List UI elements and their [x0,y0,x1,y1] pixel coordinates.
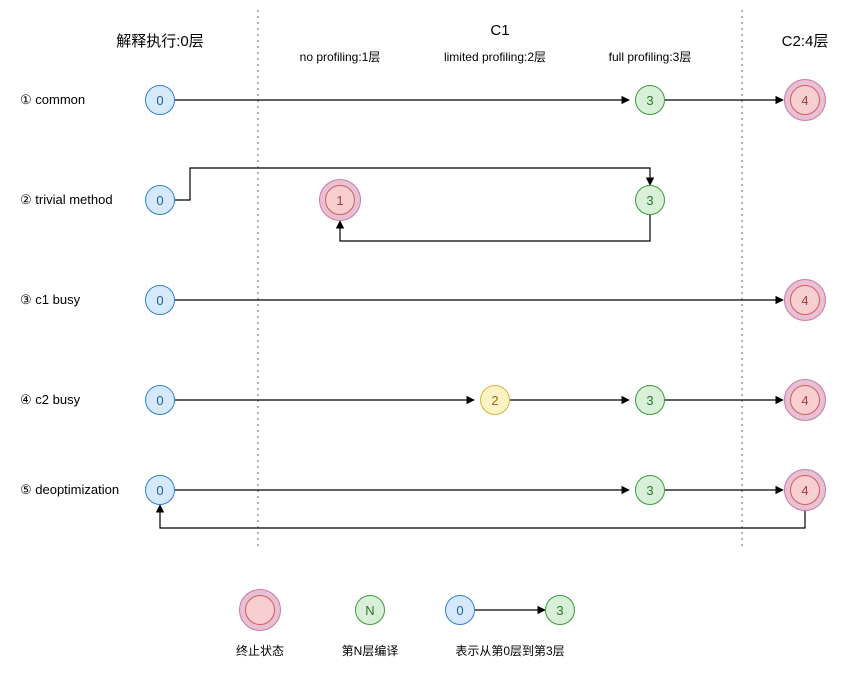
col-header-c1: C1 [490,22,509,39]
legend-terminal-label: 终止状态 [236,642,284,659]
node-r4n2: 2 [480,385,510,415]
edge [175,168,650,200]
diagram-canvas: 解释执行:0层 C1 no profiling:1层 limited profilin… [0,0,863,680]
node-r5n4: 4 [790,475,820,505]
node-r1n0: 0 [145,85,175,115]
node-r3n0: 0 [145,285,175,315]
node-r4n3: 3 [635,385,665,415]
row-label-deopt: ⑤ deoptimization [20,482,119,498]
legend-edge-label: 表示从第0层到第3层 [455,642,564,659]
node-r2n0: 0 [145,185,175,215]
row-label-trivial: ② trivial method [20,192,113,208]
legend-n-label: 第N层编译 [342,642,399,659]
node-r3n4: 4 [790,285,820,315]
row-label-c1busy: ③ c1 busy [20,292,80,308]
row-label-c2busy: ④ c2 busy [20,392,80,408]
node-r1n3: 3 [635,85,665,115]
col-subheader-full-profiling: full profiling:3层 [609,48,692,65]
col-header-interpret: 解释执行:0层 [116,30,204,51]
legend-edge-from: 0 [445,595,475,625]
node-r2n3: 3 [635,185,665,215]
node-r5n0: 0 [145,475,175,505]
col-header-c2: C2:4层 [782,30,829,51]
edge [160,505,805,528]
node-r4n4: 4 [790,385,820,415]
col-subheader-no-profiling: no profiling:1层 [300,48,381,65]
node-r2n1: 1 [325,185,355,215]
node-r1n4: 4 [790,85,820,115]
node-r4n0: 0 [145,385,175,415]
legend-n-node: N [355,595,385,625]
edges-layer [0,0,863,680]
legend-terminal-node [245,595,275,625]
row-label-common: ① common [20,92,85,108]
legend-edge-to: 3 [545,595,575,625]
col-subheader-limited-profiling: limited profiling:2层 [444,48,546,65]
edge [340,215,650,241]
node-r5n3: 3 [635,475,665,505]
